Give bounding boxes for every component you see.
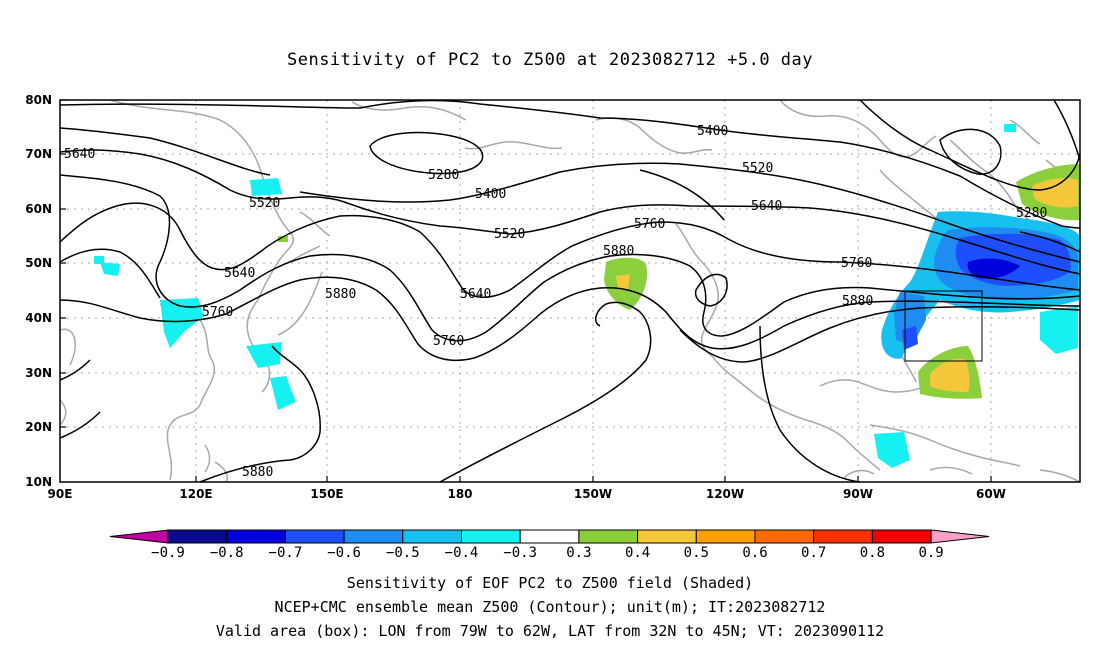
colorbar-min-arrow <box>109 529 169 544</box>
contour-label: 5760 <box>202 305 233 320</box>
colorbar-label: −0.7 <box>269 545 303 561</box>
colorbar-swatch <box>461 529 521 544</box>
contour-label: 5520 <box>742 161 773 176</box>
lon-tick-label: 150E <box>310 487 343 501</box>
colorbar-label: 0.3 <box>566 545 591 561</box>
contour-label: 5880 <box>842 294 873 309</box>
colorbar-label: −0.3 <box>503 545 537 561</box>
page-title: Sensitivity of PC2 to Z500 at 2023082712… <box>286 50 813 70</box>
contour-label: 5280 <box>428 168 459 183</box>
lat-tick-label: 80N <box>25 93 52 107</box>
positive-sensitivity-shading <box>278 164 1080 399</box>
colorbar-label: −0.6 <box>327 545 361 561</box>
z500-contours <box>59 99 1081 483</box>
latitude-labels: 80N 70N 60N 50N 40N 30N 20N 10N <box>25 93 52 489</box>
contour-label: 5400 <box>475 187 506 202</box>
colorbar-swatch <box>167 529 228 544</box>
longitude-labels: 90E 120E 150E 180 150W 120W 90W 60W <box>48 487 1006 501</box>
caption-line-3: Valid area (box): LON from 79W to 62W, L… <box>215 622 885 640</box>
contour-labels: 5640 5280 5400 5400 5520 5520 5640 5520 … <box>64 124 1047 480</box>
contour-label: 5400 <box>697 124 728 139</box>
contour-label: 5760 <box>433 334 464 349</box>
caption-line-2: NCEP+CMC ensemble mean Z500 (Contour); u… <box>274 598 826 616</box>
lon-tick-label: 120W <box>706 487 744 501</box>
colorbar-swatch <box>519 529 580 544</box>
colorbar-swatch <box>578 529 639 544</box>
negative-sensitivity-shading <box>94 124 1080 468</box>
contour-label: 5880 <box>603 244 634 259</box>
lon-tick-label: 90W <box>843 487 873 501</box>
colorbar-label: 0.9 <box>918 545 943 561</box>
contour-label: 5640 <box>460 287 491 302</box>
contour-label: 5640 <box>64 147 95 162</box>
lat-tick-label: 30N <box>25 366 52 380</box>
colorbar-swatch <box>226 529 286 544</box>
colorbar: −0.9 −0.8 −0.7 −0.6 −0.5 −0.4 −0.3 0.3 0.4 0.5 0.6… <box>109 529 990 561</box>
lon-tick-label: 180 <box>447 487 472 501</box>
colorbar-label: −0.8 <box>210 545 244 561</box>
lat-tick-label: 70N <box>25 147 52 161</box>
colorbar-label: 0.8 <box>860 545 885 561</box>
colorbar-swatch <box>695 529 756 544</box>
contour-label: 5640 <box>751 199 782 214</box>
lon-tick-label: 120E <box>179 487 212 501</box>
contour-label: 5520 <box>494 227 525 242</box>
colorbar-label: 0.5 <box>684 545 709 561</box>
colorbar-label: 0.6 <box>742 545 767 561</box>
lat-tick-label: 10N <box>25 475 52 489</box>
lat-tick-label: 20N <box>25 420 52 434</box>
contour-label: 5760 <box>634 217 665 232</box>
axis-ticks <box>60 99 992 482</box>
caption-line-1: Sensitivity of EOF PC2 to Z500 field (Sh… <box>346 574 754 592</box>
contour-label: 5640 <box>224 266 255 281</box>
colorbar-max-arrow <box>930 529 990 544</box>
lon-tick-label: 90E <box>48 487 73 501</box>
colorbar-swatch <box>402 529 462 544</box>
colorbar-swatch <box>813 529 873 544</box>
contour-label: 5760 <box>841 256 872 271</box>
lat-tick-label: 50N <box>25 256 52 270</box>
lon-tick-label: 150W <box>574 487 612 501</box>
colorbar-swatch <box>754 529 815 544</box>
lat-tick-label: 40N <box>25 311 52 325</box>
colorbar-swatch <box>343 529 404 544</box>
lon-tick-label: 60W <box>976 487 1006 501</box>
map-frame <box>59 99 1081 483</box>
colorbar-swatch <box>637 529 697 544</box>
contour-label: 5880 <box>325 287 356 302</box>
valid-area-box <box>904 290 983 362</box>
lat-tick-label: 60N <box>25 202 52 216</box>
colorbar-label: −0.4 <box>445 545 479 561</box>
colorbar-swatch <box>871 529 932 544</box>
contour-label: 5280 <box>1016 206 1047 221</box>
contour-label: 5520 <box>249 196 280 211</box>
colorbar-label: −0.9 <box>151 545 185 561</box>
colorbar-label: −0.5 <box>386 545 420 561</box>
colorbar-swatch <box>284 529 345 544</box>
colorbar-label: 0.7 <box>801 545 826 561</box>
contour-label: 5880 <box>242 465 273 480</box>
colorbar-label: 0.4 <box>625 545 650 561</box>
